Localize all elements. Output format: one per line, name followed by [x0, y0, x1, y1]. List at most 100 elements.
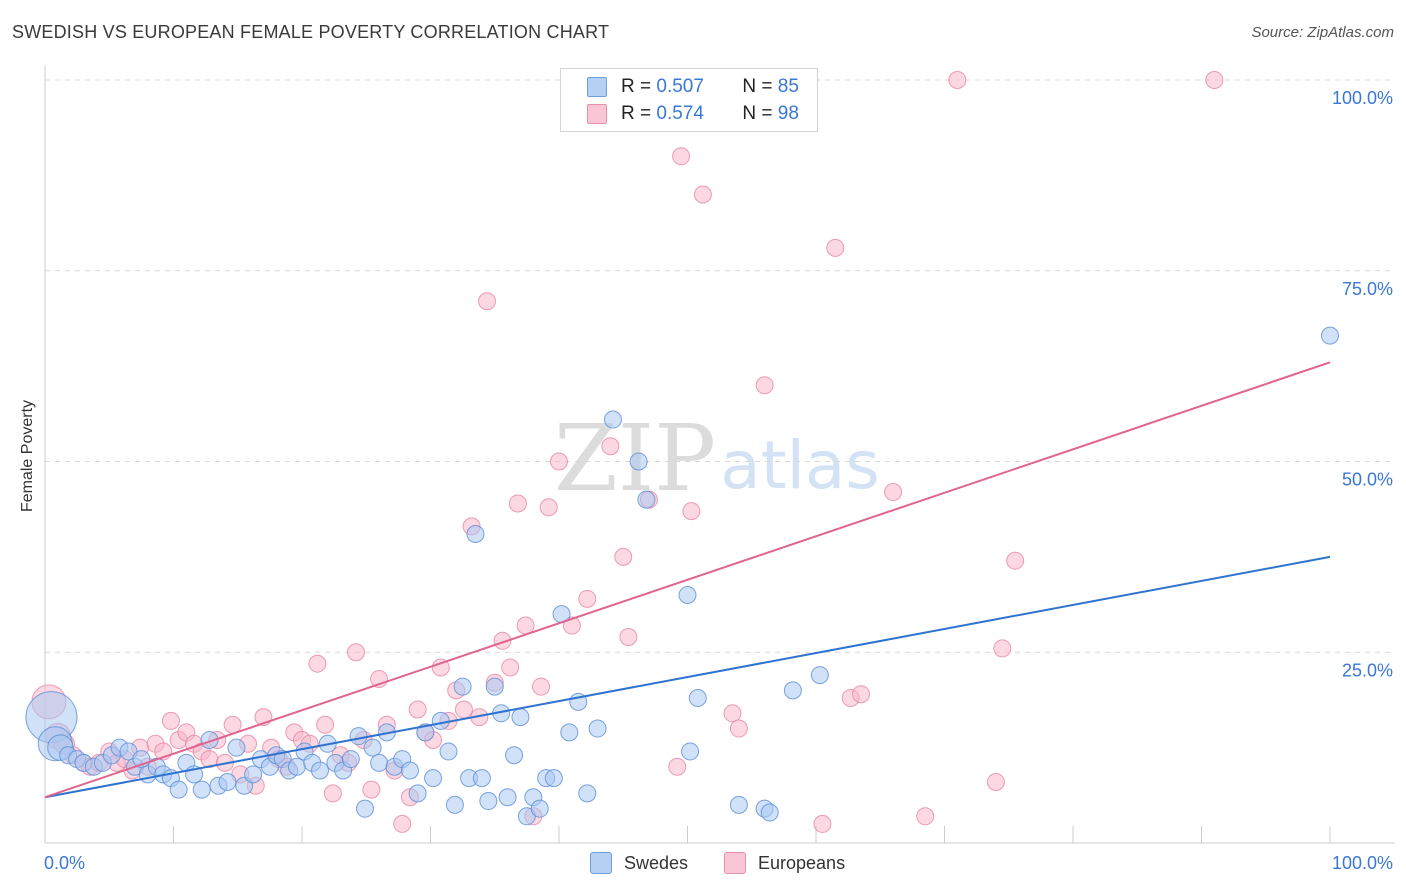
trend-lines — [44, 361, 1331, 799]
europeans-point — [672, 147, 691, 166]
data-points — [25, 71, 1339, 833]
europeans-point — [408, 700, 427, 719]
swedes-point — [400, 761, 419, 780]
europeans-point — [729, 719, 748, 738]
europeans-point — [723, 704, 742, 723]
swedes-point — [416, 723, 435, 742]
tick-labels: 25.0% 50.0% 75.0% 100.0% 0.0% 100.0% — [44, 88, 1393, 873]
swedes-point — [355, 799, 374, 818]
swedes-r-value: 0.507 — [656, 76, 704, 97]
swedes-point — [453, 677, 472, 696]
swedes-point — [578, 784, 597, 803]
swedes-point — [603, 410, 622, 429]
europeans-legend-label: Europeans — [758, 852, 846, 873]
europeans-point — [755, 376, 774, 395]
europeans-point — [1205, 71, 1224, 89]
europeans-point — [826, 238, 845, 257]
swedes-swatch — [587, 77, 607, 97]
swedes-trend-line — [44, 555, 1331, 799]
europeans-point — [619, 627, 638, 646]
europeans-point — [316, 715, 335, 734]
europeans-point — [532, 677, 551, 696]
legend-row-europeans: R = 0.574 N = 98 — [587, 102, 799, 126]
europeans-point — [1006, 551, 1025, 570]
europeans-point — [614, 547, 633, 566]
legend-item-swedes[interactable]: Swedes — [590, 852, 688, 874]
y-tick-label: 25.0% — [1342, 660, 1393, 680]
swedes-legend-swatch — [590, 852, 612, 874]
swedes-point — [1321, 326, 1339, 345]
series-legend: Swedes Europeans — [0, 852, 1406, 878]
swedes-point — [681, 742, 700, 761]
swedes-point — [511, 708, 530, 727]
swedes-point — [783, 681, 802, 700]
swedes-point — [688, 689, 707, 708]
swedes-point — [431, 711, 450, 730]
europeans-point — [601, 437, 620, 456]
swedes-point — [485, 677, 504, 696]
europeans-point — [682, 502, 701, 521]
swedes-point — [810, 666, 829, 685]
watermark-atlas: atlas — [720, 427, 880, 504]
europeans-point — [884, 483, 903, 502]
swedes-point — [505, 746, 524, 765]
europeans-point — [323, 784, 342, 803]
swedes-point — [560, 723, 579, 742]
swedes-point — [310, 761, 329, 780]
swedes-point — [760, 803, 779, 822]
swedes-point — [678, 586, 697, 605]
europeans-point — [454, 700, 473, 719]
swedes-point — [370, 753, 389, 772]
y-tick-label: 100.0% — [1332, 88, 1393, 108]
europeans-point — [346, 643, 365, 662]
europeans-point — [501, 658, 520, 677]
europeans-point — [550, 452, 568, 471]
europeans-point — [668, 757, 687, 776]
swedes-point — [287, 757, 306, 776]
swedes-point — [363, 738, 382, 757]
swedes-point — [218, 772, 237, 791]
x-tick-label: 100.0% — [1332, 853, 1393, 873]
europeans-point — [986, 772, 1005, 791]
n-label: N = — [742, 76, 773, 97]
y-tick-label: 75.0% — [1342, 279, 1393, 299]
swedes-n-value: 85 — [777, 76, 799, 97]
swedes-point — [479, 792, 498, 811]
europeans-point — [493, 631, 512, 650]
swedes-point — [498, 788, 517, 807]
europeans-point — [508, 494, 527, 513]
europeans-point — [431, 658, 450, 677]
n-label: N = — [742, 103, 773, 124]
stats-legend: R = 0.507 N = 85 R = 0.574 N = 98 — [560, 68, 818, 132]
europeans-point — [916, 807, 935, 826]
europeans-point — [813, 814, 832, 833]
watermark: ZIP atlas — [554, 405, 880, 512]
europeans-point — [578, 589, 597, 608]
swedes-point — [466, 524, 485, 543]
europeans-r-value: 0.574 — [656, 103, 704, 124]
europeans-point — [362, 780, 381, 799]
r-label: R = — [621, 76, 652, 97]
swedes-point — [227, 738, 246, 757]
europeans-point — [308, 654, 327, 673]
europeans-point — [393, 814, 412, 833]
swedes-point — [530, 799, 549, 818]
europeans-point — [539, 498, 558, 517]
swedes-point — [588, 719, 607, 738]
swedes-point — [200, 730, 219, 749]
swedes-point — [424, 769, 443, 788]
swedes-legend-label: Swedes — [624, 852, 689, 873]
legend-item-europeans[interactable]: Europeans — [724, 852, 845, 874]
europeans-swatch — [587, 104, 607, 124]
swedes-point — [169, 780, 188, 799]
europeans-point — [993, 639, 1012, 658]
chart-source: Source: ZipAtlas.com — [1251, 24, 1394, 41]
swedes-point — [445, 795, 464, 814]
swedes-point — [244, 765, 263, 784]
y-tick-label: 50.0% — [1342, 470, 1393, 490]
swedes-point — [472, 769, 491, 788]
swedes-point — [544, 769, 563, 788]
x-tick-label: 0.0% — [44, 853, 85, 873]
swedes-point — [341, 750, 360, 769]
